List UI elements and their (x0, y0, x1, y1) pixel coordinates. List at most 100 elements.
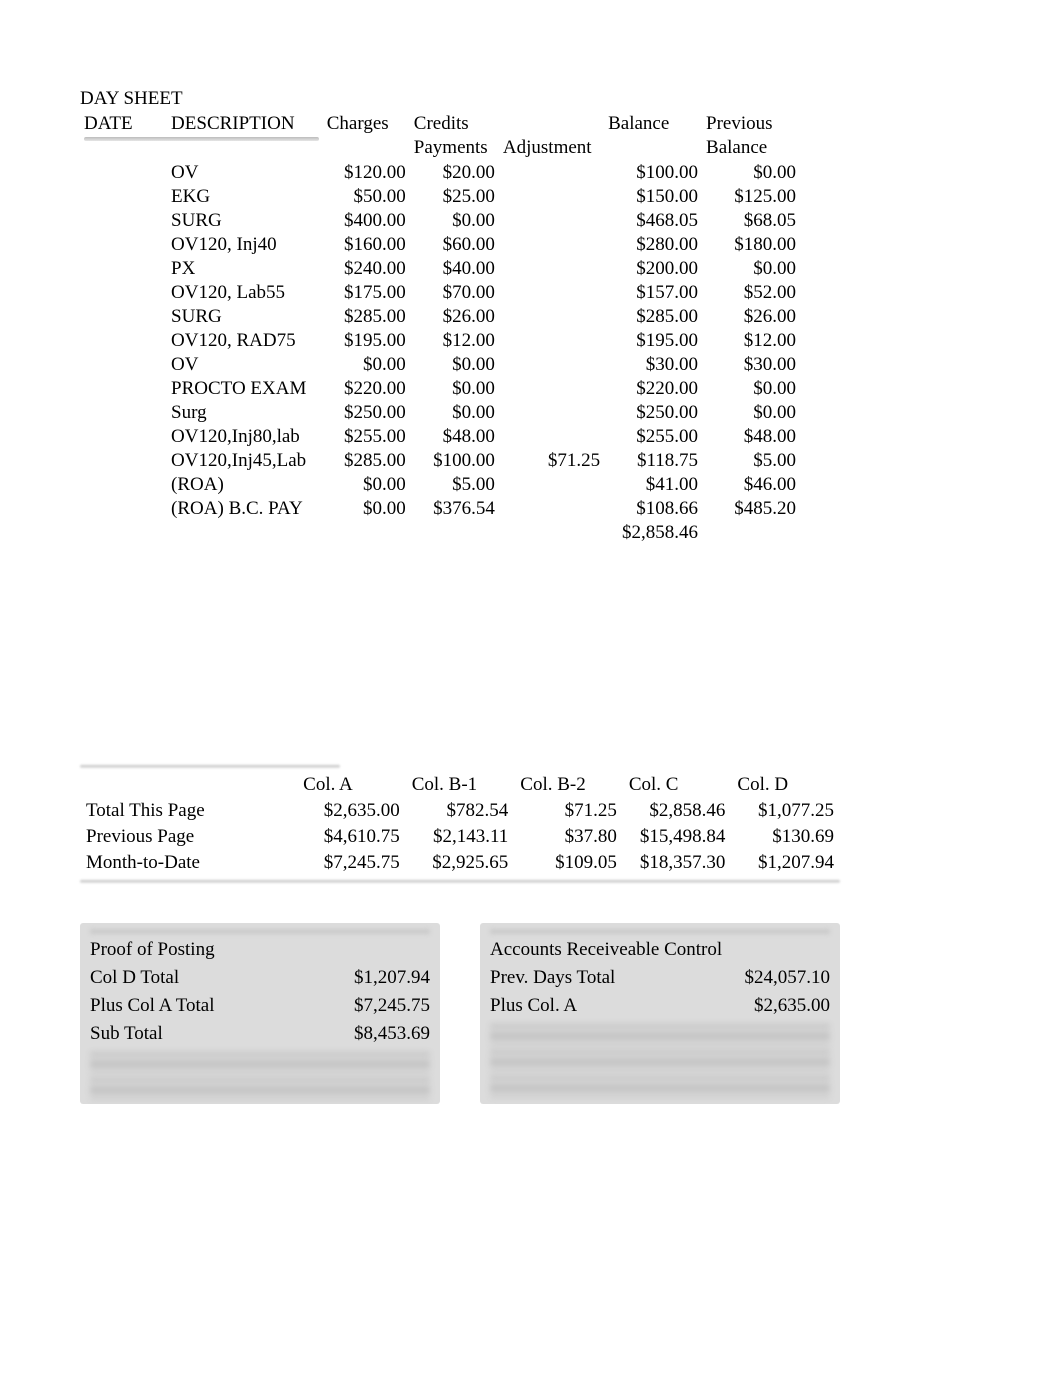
ar-row: Plus Col. A$2,635.00 (490, 992, 830, 1020)
cell-adjustment (499, 401, 604, 425)
summary-col-c: $2,858.46 (623, 798, 732, 824)
cell-description: OV120,Inj80,lab (167, 425, 323, 449)
day-sheet-table: DATE DESCRIPTION Charges Credits Balance… (80, 112, 800, 545)
cell-charges: $240.00 (323, 257, 410, 281)
cell-adjustment (499, 281, 604, 305)
table-row: OV120, Lab55$175.00$70.00$157.00$52.00 (80, 281, 800, 305)
summary-col-b1: $2,143.11 (406, 824, 515, 850)
cell-balance: $118.75 (604, 449, 702, 473)
header-previous: Previous (702, 112, 800, 136)
cell-previous-balance: $12.00 (702, 329, 800, 353)
ar-title: Accounts Receiveable Control (490, 939, 722, 961)
proof-value: $8,453.69 (354, 1023, 430, 1045)
cell-balance: $280.00 (604, 233, 702, 257)
cell-adjustment (499, 233, 604, 257)
col-c-header: Col. C (623, 772, 732, 798)
col-b1-header: Col. B-1 (406, 772, 515, 798)
cell-previous-balance: $125.00 (702, 185, 800, 209)
cell-description: OV120, Inj40 (167, 233, 323, 257)
ar-value: $2,635.00 (754, 995, 830, 1017)
bottom-boxes: Proof of Posting Col D Total$1,207.94 Plu… (80, 923, 840, 1104)
header-balance: Balance (604, 112, 702, 136)
summary-label: Month-to-Date (80, 850, 297, 876)
summary-col-a: $2,635.00 (297, 798, 406, 824)
cell-charges: $285.00 (323, 449, 410, 473)
proof-row: Col D Total$1,207.94 (90, 964, 430, 992)
cell-adjustment (499, 377, 604, 401)
cell-payments: $70.00 (410, 281, 499, 305)
col-b2-header: Col. B-2 (514, 772, 623, 798)
cell-charges: $50.00 (323, 185, 410, 209)
cell-payments: $48.00 (410, 425, 499, 449)
summary-col-d: $1,207.94 (731, 850, 840, 876)
summary-col-c: $18,357.30 (623, 850, 732, 876)
cell-charges: $285.00 (323, 305, 410, 329)
cell-charges: $220.00 (323, 377, 410, 401)
header-credits: Credits (410, 112, 499, 136)
table-row: OV120, Inj40$160.00$60.00$280.00$180.00 (80, 233, 800, 257)
col-d-header: Col. D (731, 772, 840, 798)
cell-description: PROCTO EXAM (167, 377, 323, 401)
proof-of-posting-box: Proof of Posting Col D Total$1,207.94Plu… (80, 923, 440, 1104)
proof-label: Sub Total (90, 1023, 163, 1045)
cell-balance: $108.66 (604, 497, 702, 521)
cell-description: OV (167, 161, 323, 186)
ar-label: Prev. Days Total (490, 967, 615, 989)
cell-balance: $220.00 (604, 377, 702, 401)
cell-charges: $195.00 (323, 329, 410, 353)
ar-value: $24,057.10 (745, 967, 831, 989)
cell-charges: $0.00 (323, 497, 410, 521)
proof-value: $1,207.94 (354, 967, 430, 989)
cell-payments: $12.00 (410, 329, 499, 353)
cell-charges: $0.00 (323, 473, 410, 497)
cell-balance: $150.00 (604, 185, 702, 209)
grand-total: $2,858.46 (604, 521, 702, 545)
table-row: EKG$50.00$25.00$150.00$125.00 (80, 185, 800, 209)
cell-description: SURG (167, 209, 323, 233)
cell-adjustment (499, 305, 604, 329)
table-row: OV120,Inj45,Lab$285.00$100.00$71.25$118.… (80, 449, 800, 473)
cell-previous-balance: $46.00 (702, 473, 800, 497)
header-description: DESCRIPTION (167, 112, 323, 136)
summary-row: Total This Page$2,635.00$782.54$71.25$2,… (80, 798, 840, 824)
cell-payments: $0.00 (410, 401, 499, 425)
cell-previous-balance: $0.00 (702, 161, 800, 186)
cell-adjustment (499, 497, 604, 521)
cell-payments: $40.00 (410, 257, 499, 281)
table-row: (ROA)$0.00$5.00$41.00$46.00 (80, 473, 800, 497)
cell-previous-balance: $0.00 (702, 401, 800, 425)
summary-col-d: $1,077.25 (731, 798, 840, 824)
cell-payments: $20.00 (410, 161, 499, 186)
proof-title: Proof of Posting (90, 939, 215, 961)
proof-row: Sub Total $8,453.69 (90, 1020, 430, 1048)
cell-payments: $26.00 (410, 305, 499, 329)
cell-adjustment (499, 185, 604, 209)
summary-table: Col. A Col. B-1 Col. B-2 Col. C Col. D T… (80, 772, 840, 876)
cell-charges: $255.00 (323, 425, 410, 449)
cell-description: EKG (167, 185, 323, 209)
header-balance2: Balance (702, 136, 800, 161)
cell-previous-balance: $68.05 (702, 209, 800, 233)
cell-balance: $195.00 (604, 329, 702, 353)
cell-adjustment (499, 473, 604, 497)
col-a-header: Col. A (297, 772, 406, 798)
cell-payments: $376.54 (410, 497, 499, 521)
cell-description: Surg (167, 401, 323, 425)
table-row: SURG$285.00$26.00$285.00$26.00 (80, 305, 800, 329)
table-row: Surg$250.00$0.00$250.00$0.00 (80, 401, 800, 425)
cell-adjustment: $71.25 (499, 449, 604, 473)
cell-balance: $200.00 (604, 257, 702, 281)
cell-balance: $250.00 (604, 401, 702, 425)
table-row: OV$120.00$20.00$100.00$0.00 (80, 161, 800, 186)
table-row: PX$240.00$40.00$200.00$0.00 (80, 257, 800, 281)
cell-payments: $60.00 (410, 233, 499, 257)
header-date: DATE (80, 112, 167, 136)
cell-previous-balance: $30.00 (702, 353, 800, 377)
cell-previous-balance: $0.00 (702, 257, 800, 281)
cell-adjustment (499, 161, 604, 186)
cell-payments: $5.00 (410, 473, 499, 497)
summary-col-a: $7,245.75 (297, 850, 406, 876)
cell-description: (ROA) B.C. PAY (167, 497, 323, 521)
cell-balance: $255.00 (604, 425, 702, 449)
table-row: OV120, RAD75$195.00$12.00$195.00$12.00 (80, 329, 800, 353)
